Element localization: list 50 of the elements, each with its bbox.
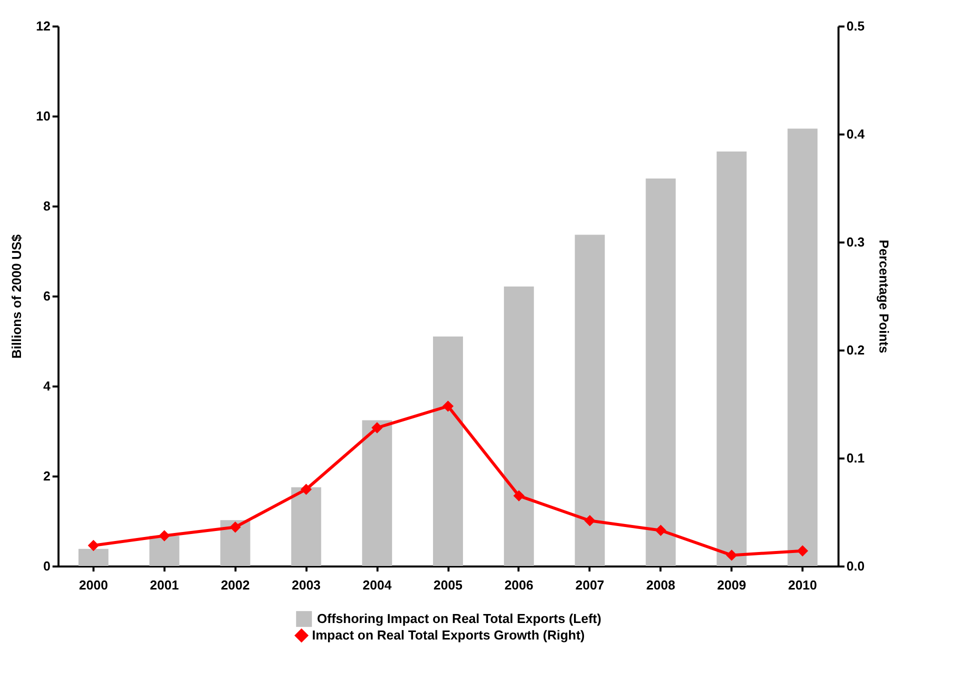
y-axis-title: Billions of 2000 US$ (9, 234, 24, 359)
point (88, 540, 99, 551)
x-tick-label: 2001 (150, 578, 179, 592)
bar (149, 536, 180, 566)
y-tick-label: 0 (43, 558, 50, 574)
y-tick-label: 4 (43, 378, 52, 394)
x-tick-label: 2009 (717, 578, 746, 592)
x-tick-label: 2007 (575, 578, 604, 592)
y-tick-label: 2 (43, 468, 50, 484)
x-tick-label: 2003 (292, 578, 321, 592)
bar (788, 128, 818, 566)
x-tick-label: 2008 (646, 578, 676, 592)
x-tick-label: 2000 (78, 578, 108, 592)
y2-tick-label: 0.1 (846, 450, 865, 466)
bar (362, 420, 392, 566)
point (159, 530, 170, 541)
point (442, 400, 454, 412)
bar (433, 336, 463, 566)
point (584, 515, 595, 526)
point (372, 422, 382, 433)
bar (504, 286, 534, 566)
legend-label: Offshoring Impact on Real Total Exports (Left) (317, 611, 602, 626)
x-tick-label: 2005 (434, 578, 462, 592)
y2-tick-label: 0.5 (846, 18, 865, 34)
y-tick-label: 6 (43, 288, 50, 304)
x-tick-label: 2010 (788, 578, 818, 592)
point (514, 490, 524, 501)
y2-tick-label: 0.4 (846, 126, 866, 142)
y-tick-label: 12 (36, 18, 50, 34)
point (301, 484, 312, 495)
y2-tick-label: 0.2 (846, 342, 865, 358)
bar (220, 520, 250, 566)
y-tick-label: 8 (43, 198, 50, 214)
bar (646, 178, 676, 566)
bar (716, 152, 747, 566)
bar (291, 487, 322, 566)
x-tick-label: 2004 (362, 578, 392, 592)
y2-tick-label: 0.3 (846, 234, 865, 250)
bar (78, 548, 108, 566)
x-tick-label: 2006 (504, 578, 534, 592)
point (230, 522, 240, 532)
x-tick-label: 2002 (220, 578, 250, 592)
y2-axis-title: Percentage Points (876, 240, 892, 354)
y2-tick-label: 0.0 (846, 558, 865, 574)
point (797, 546, 808, 556)
legend-label: Impact on Real Total Exports Growth (Right) (312, 628, 585, 642)
point (726, 550, 737, 560)
bar (574, 234, 605, 566)
y-tick-label: 10 (36, 108, 50, 124)
point (656, 525, 666, 536)
